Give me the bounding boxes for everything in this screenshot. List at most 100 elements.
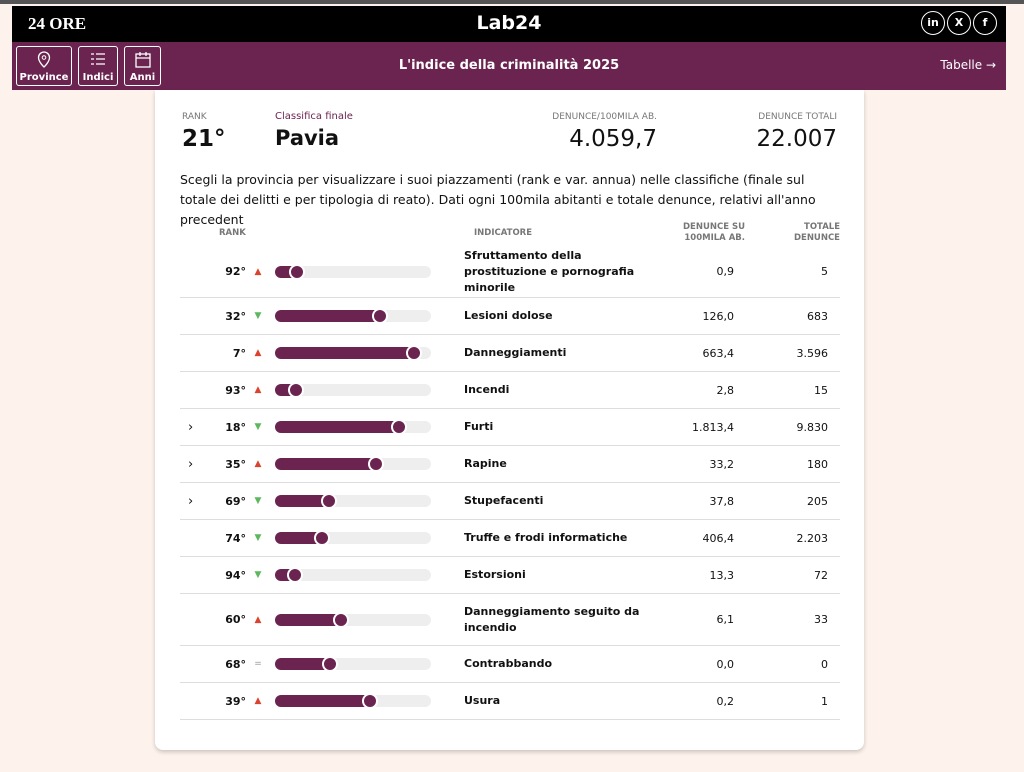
rank-knob [321,493,338,509]
total: 1 [821,694,828,708]
per100k: 0,9 [716,265,735,278]
rank-knob [406,345,423,361]
social-link[interactable]: f [973,11,997,35]
rank-bar [275,695,378,707]
rank: 93° [225,383,246,397]
label: DENUNCE TOTALI [758,112,837,122]
rank: 60° [225,613,246,626]
per100k: 406,4 [702,531,735,545]
rank: 35° [225,457,246,471]
trend-icon: ▼ [254,496,262,506]
rank-knob [371,308,388,324]
total: 15 [814,383,828,397]
total: 72 [814,568,828,582]
table-row[interactable]: › 35° ▲ Rapine 33,2 180 [180,446,840,483]
indicator: Lesioni dolose [464,309,553,322]
table-row: 7° ▲ Danneggiamenti 663,4 3.596 [180,335,840,372]
bar-track [275,345,431,361]
rank: 39° [225,694,246,708]
table-row: 68° = Contrabbando 0,0 0 [180,646,840,683]
nav-bar: Province Indici Anni L'indice della crim… [12,42,1006,90]
rank-knob [288,382,305,398]
expand-toggle[interactable]: › [188,419,194,435]
bar-track [275,308,431,324]
indicator: Rapine [464,457,507,470]
brand[interactable]: Lab24 [476,12,542,34]
trend-icon: = [254,659,262,669]
indicator: Danneggiamenti [464,346,567,359]
nav-button[interactable]: Indici [78,46,118,86]
indicator: Contrabbando [464,657,552,670]
link-label: Tabelle [940,58,983,72]
per100k: 0,0 [716,657,735,671]
per100k: 37,8 [709,494,735,508]
indicator: Truffe e frodi informatiche [464,531,628,544]
table-row: 74° ▼ Truffe e frodi informatiche 406,4 2.20… [180,520,840,557]
bar-track [275,611,431,628]
trend-icon: ▼ [254,422,262,432]
rank-bar [275,347,422,359]
table-row[interactable]: › 18° ▼ Furti 1.813,4 9.830 [180,409,840,446]
logo[interactable]: 24 ORE [28,14,87,33]
expand-toggle[interactable]: › [188,493,194,509]
rank-knob [314,530,331,546]
button-label: Province [19,72,69,83]
column-header: DENUNCE SU 100MILA AB. [682,222,745,243]
rank: 7° [232,346,246,360]
indicator: Furti [464,420,494,433]
indicator: Danneggiamento seguito da incendio [464,604,640,634]
table-row: 32° ▼ Lesioni dolose 126,0 683 [180,298,840,335]
card: RANK 21° Classifica finale Pavia DENUNCE… [155,90,864,750]
per100k: 2,8 [716,383,735,397]
expand-toggle[interactable]: › [188,456,194,472]
province[interactable]: Pavia [275,126,340,150]
per100k: 13,3 [709,568,735,582]
trend-icon: ▲ [254,696,262,706]
bar-track [275,567,431,583]
social-link[interactable]: in [921,11,945,35]
rank-knob [333,611,350,628]
rank-bar [275,495,337,507]
rank-bar [275,458,383,470]
button-label: Indici [82,72,114,83]
total: 2.203 [796,531,829,545]
trend-icon: ▼ [254,570,262,580]
rank: 92° [225,265,246,278]
total: 9.830 [796,420,829,434]
rank: 94° [225,568,246,582]
rank-knob [362,693,379,709]
rank-bar [275,658,338,670]
indicator: Sfruttamento della prostituzione e porno… [464,248,635,294]
nav-title: L'indice della criminalità 2025 [398,58,620,73]
social-link[interactable]: X [947,11,971,35]
table-row: 94° ▼ Estorsioni 13,3 72 [180,557,840,594]
rank: 18° [225,420,246,434]
bar-track [275,263,431,280]
icon [135,52,151,68]
nav-button[interactable]: Province [16,46,72,86]
per100k: 6,1 [716,613,735,626]
rank: 68° [225,657,246,671]
rank: 21° [182,126,226,152]
indicator: Stupefacenti [464,494,544,507]
per100k: 1.813,4 [692,420,734,434]
top-line [0,0,1024,4]
indicator: Usura [464,694,501,707]
rank: 32° [225,309,246,323]
per100k: 0,2 [716,694,735,708]
indicator: Incendi [464,383,510,396]
column-header: TOTALE DENUNCE [793,222,840,243]
rank: 74° [225,531,246,545]
icon [91,53,105,65]
bar-track [275,456,431,472]
icon [37,51,51,68]
rank-bar [275,613,349,626]
button-label: Anni [129,72,156,83]
bar-track [275,530,431,546]
nav-link[interactable]: Tabelle → [940,58,996,72]
nav-button[interactable]: Anni [124,46,161,86]
total: 33 [814,613,828,626]
table-row[interactable]: › 69° ▼ Stupefacenti 37,8 205 [180,483,840,520]
bar-track [275,493,431,509]
